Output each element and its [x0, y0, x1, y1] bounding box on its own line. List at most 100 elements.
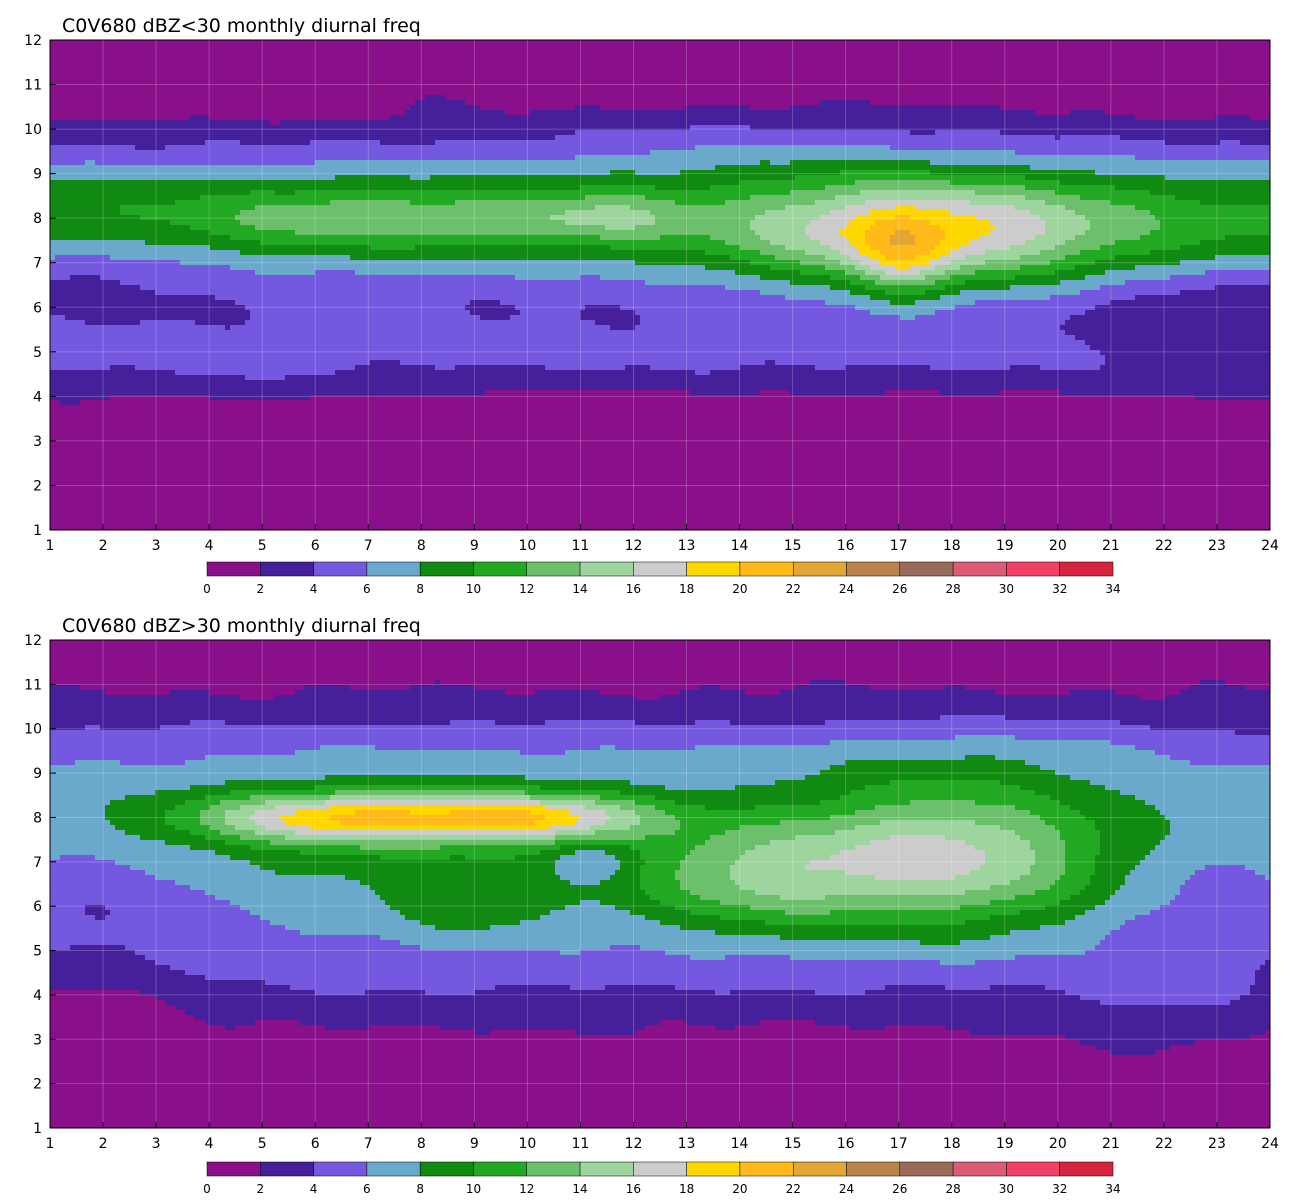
contour-cell: [65, 295, 70, 300]
contour-cell: [105, 105, 110, 110]
contour-cell: [65, 235, 70, 240]
contour-cell: [80, 45, 85, 50]
contour-cell: [85, 280, 90, 285]
contour-cell: [120, 290, 125, 295]
contour-cell: [120, 90, 125, 95]
contour-cell: [95, 360, 100, 365]
contour-cell: [80, 115, 85, 120]
contour-cell: [70, 330, 75, 335]
contour-cell: [70, 40, 75, 45]
contour-cell: [120, 455, 125, 460]
contour-cell: [110, 245, 115, 250]
contour-cell: [105, 330, 110, 335]
contour-cell: [105, 140, 110, 145]
contour-cell: [95, 170, 100, 175]
contour-cell: [55, 395, 60, 400]
contour-cell: [85, 245, 90, 250]
contour-cell: [55, 295, 60, 300]
contour-cell: [70, 520, 75, 525]
contour-cell: [70, 380, 75, 385]
contour-cell: [95, 230, 100, 235]
contour-cell: [115, 250, 120, 255]
contour-cell: [70, 435, 75, 440]
contour-cell: [65, 195, 70, 200]
contour-cell: [65, 490, 70, 495]
contour-cell: [80, 370, 85, 375]
contour-cell: [70, 120, 75, 125]
contour-cell: [65, 450, 70, 455]
contour-cell: [60, 395, 65, 400]
contour-cell: [55, 515, 60, 520]
contour-cell: [80, 230, 85, 235]
contour-cell: [65, 455, 70, 460]
contour-cell: [110, 325, 115, 330]
contour-cell: [125, 395, 130, 400]
contour-cell: [60, 205, 65, 210]
contour-cell: [95, 275, 100, 280]
contour-cell: [110, 120, 115, 125]
contour-cell: [120, 410, 125, 415]
contour-cell: [115, 255, 120, 260]
contour-cell: [120, 265, 125, 270]
contour-cell: [60, 60, 65, 65]
contour-cell: [125, 230, 130, 235]
contour-cell: [90, 145, 95, 150]
contour-cell: [80, 435, 85, 440]
contour-cell: [130, 50, 135, 55]
contour-cell: [110, 200, 115, 205]
contour-cell: [70, 375, 75, 380]
contour-cell: [60, 460, 65, 465]
contour-cell: [85, 465, 90, 470]
contour-cell: [110, 310, 115, 315]
contour-cell: [85, 430, 90, 435]
contour-cell: [110, 265, 115, 270]
contour-cell: [75, 160, 80, 165]
contour-cell: [105, 465, 110, 470]
contour-cell: [95, 220, 100, 225]
contour-cell: [70, 460, 75, 465]
contour-cell: [55, 255, 60, 260]
contour-cell: [65, 515, 70, 520]
contour-cell: [110, 500, 115, 505]
contour-cell: [70, 495, 75, 500]
contour-cell: [110, 165, 115, 170]
contour-cell: [105, 430, 110, 435]
contour-cell: [90, 105, 95, 110]
contour-cell: [50, 450, 55, 455]
contour-cell: [65, 50, 70, 55]
contour-cell: [120, 490, 125, 495]
contour-cell: [65, 425, 70, 430]
contour-cell: [75, 355, 80, 360]
contour-cell: [65, 185, 70, 190]
contour-cell: [80, 170, 85, 175]
contour-cell: [75, 130, 80, 135]
contour-cell: [115, 190, 120, 195]
contour-cell: [85, 150, 90, 155]
contour-cell: [105, 375, 110, 380]
contour-cell: [50, 200, 55, 205]
contour-cell: [85, 310, 90, 315]
contour-cell: [95, 385, 100, 390]
contour-cell: [85, 400, 90, 405]
contour-cell: [105, 160, 110, 165]
contour-cell: [85, 345, 90, 350]
contour-cell: [90, 425, 95, 430]
contour-cell: [85, 410, 90, 415]
contour-cell: [80, 325, 85, 330]
contour-cell: [80, 405, 85, 410]
contour-cell: [95, 75, 100, 80]
contour-cell: [115, 275, 120, 280]
contour-cell: [85, 495, 90, 500]
contour-cell: [75, 395, 80, 400]
contour-cell: [115, 40, 120, 45]
contour-cell: [60, 465, 65, 470]
contour-cell: [80, 140, 85, 145]
contour-cell: [60, 65, 65, 70]
contour-cell: [75, 265, 80, 270]
contour-cell: [50, 105, 55, 110]
contour-cell: [115, 50, 120, 55]
contour-cell: [125, 480, 130, 485]
contour-cell: [75, 170, 80, 175]
contour-cell: [75, 375, 80, 380]
contour-cell: [50, 290, 55, 295]
